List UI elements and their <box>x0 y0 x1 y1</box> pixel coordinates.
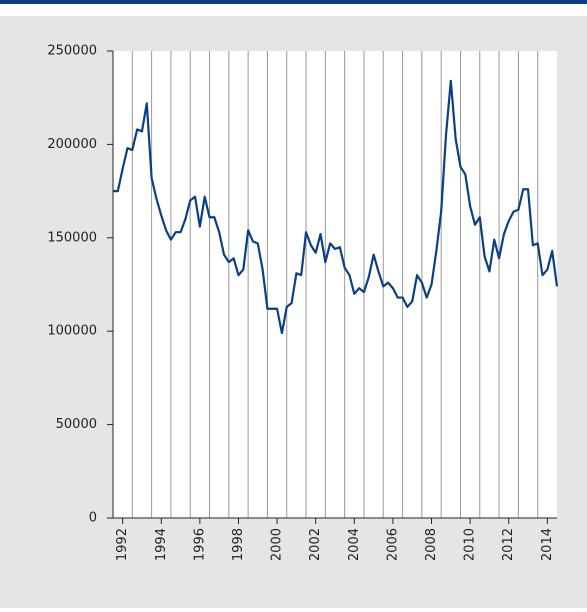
x-tick-label: 1994 <box>154 528 169 561</box>
y-tick-label: 250000 <box>47 44 97 59</box>
top-strip <box>0 4 587 16</box>
plot-area <box>113 51 557 518</box>
y-tick-label: 100000 <box>47 324 97 339</box>
x-tick-label: 2006 <box>385 528 400 561</box>
x-tick-label: 2014 <box>540 528 555 561</box>
x-tick-label: 2004 <box>347 528 362 561</box>
top-rule <box>0 0 587 4</box>
y-tick-label: 50000 <box>56 417 97 432</box>
y-tick-label: 0 <box>89 511 97 526</box>
x-tick-label: 2002 <box>308 528 323 561</box>
x-tick-label: 1992 <box>115 528 130 561</box>
y-tick-label: 150000 <box>47 230 97 245</box>
x-tick-label: 2000 <box>270 528 285 561</box>
line <box>113 79 559 335</box>
y-tick-label: 200000 <box>47 137 97 152</box>
x-tick-label: 2012 <box>501 528 516 561</box>
x-tick-label: 1996 <box>192 528 207 561</box>
x-tick-label: 1998 <box>231 528 246 561</box>
x-tick-label: 2008 <box>424 528 439 561</box>
x-tick-label: 2010 <box>463 528 478 561</box>
